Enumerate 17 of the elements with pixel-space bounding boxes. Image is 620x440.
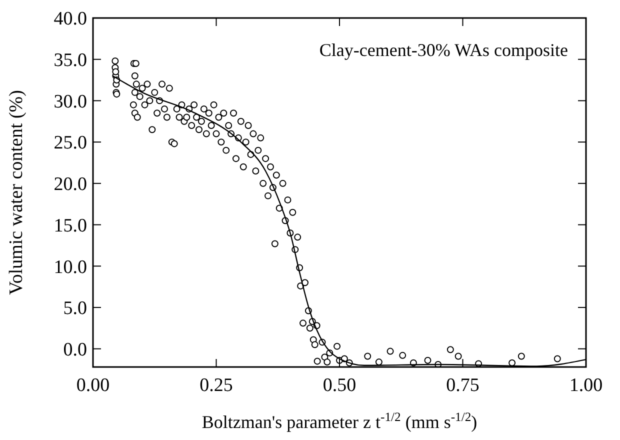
y-tick-label: 0.0 xyxy=(63,339,87,360)
annotation: Clay-cement-30% WAs composite xyxy=(319,40,568,60)
x-tick-label: 0.50 xyxy=(322,375,356,396)
y-tick-label: 20.0 xyxy=(54,174,87,196)
x-tick-label: 1.00 xyxy=(569,375,603,396)
x-tick-label: 0.25 xyxy=(200,375,233,396)
y-tick-label: 30.0 xyxy=(54,91,87,112)
y-tick-label: 35.0 xyxy=(54,50,87,71)
y-tick-label: 10.0 xyxy=(54,256,87,278)
x-tick-label: 0.00 xyxy=(76,375,110,396)
y-axis-title: Volumic water content (%) xyxy=(6,90,27,295)
y-tick-label: 5.0 xyxy=(63,298,87,320)
y-tick-label: 25.0 xyxy=(54,132,87,154)
y-tick-label: 15.0 xyxy=(54,215,87,236)
y-tick-label: 40.0 xyxy=(54,8,87,30)
x-axis-title: Boltzman's parameter z t$^{-1/2}$ (mm s$^{-1/2}$) xyxy=(202,410,478,432)
x-tick-label: 0.75 xyxy=(446,375,480,396)
